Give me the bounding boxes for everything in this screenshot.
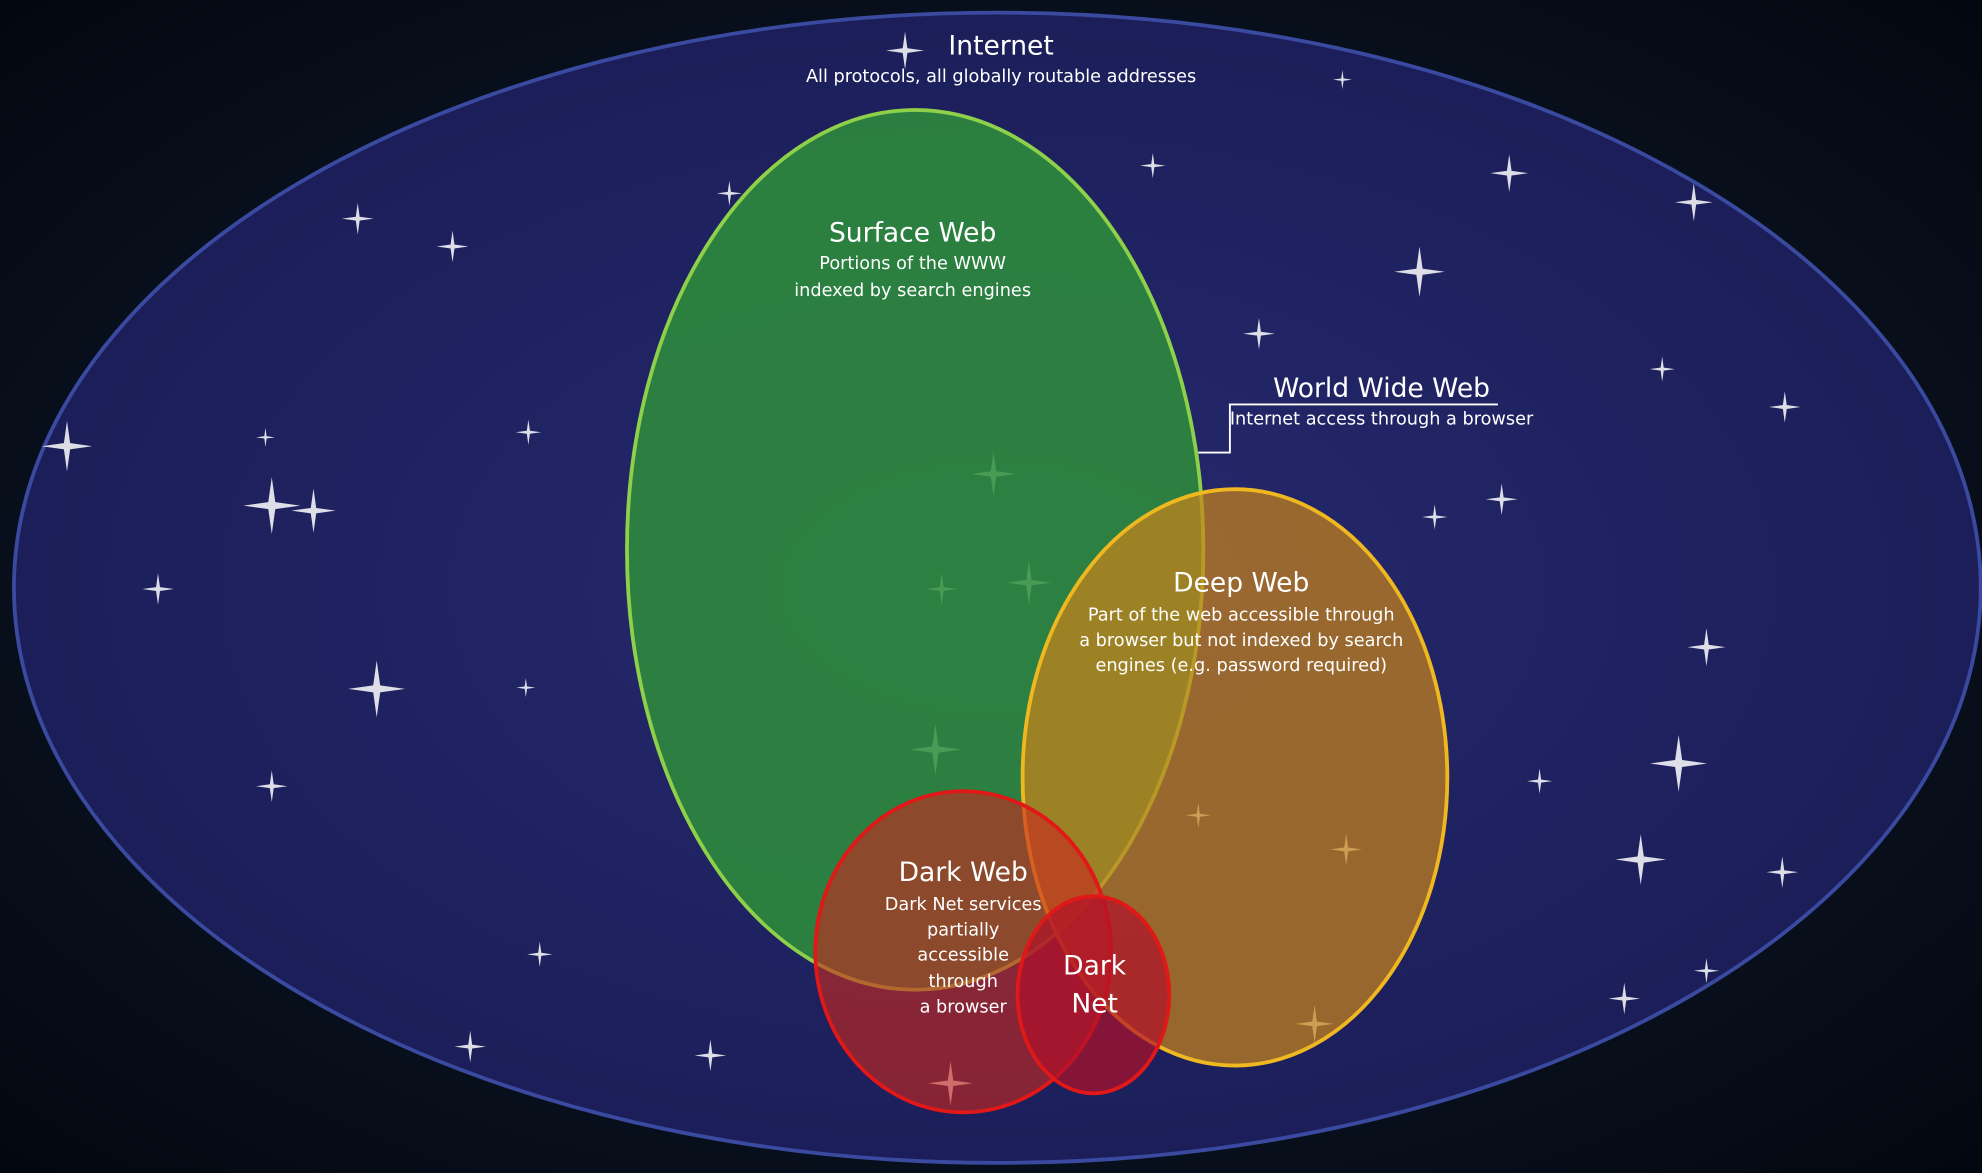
- star: [1140, 152, 1166, 179]
- dark-web-description: a browser: [920, 997, 1008, 1017]
- star: [341, 202, 374, 235]
- star: [1650, 735, 1708, 792]
- star: [1766, 856, 1799, 888]
- star: [1674, 183, 1713, 222]
- surface-web-description: Portions of the WWW: [819, 254, 1006, 274]
- internet-description: All protocols, all globally routable add…: [806, 67, 1196, 87]
- star: [886, 31, 925, 70]
- star: [255, 427, 275, 447]
- star: [1615, 834, 1666, 885]
- surface-web-description: indexed by search engines: [794, 281, 1031, 301]
- star: [243, 477, 301, 535]
- dark-web-description: partially: [927, 920, 999, 940]
- dark-web-title: Dark Web: [899, 857, 1028, 888]
- dark-net-title: Net: [1071, 988, 1118, 1019]
- star: [1526, 768, 1553, 794]
- star: [255, 770, 288, 803]
- star: [1332, 70, 1352, 90]
- star: [515, 419, 542, 445]
- star: [716, 180, 742, 207]
- star: [1649, 356, 1675, 382]
- star: [1422, 504, 1448, 530]
- star: [1394, 246, 1445, 298]
- star: [41, 420, 93, 472]
- star: [1608, 982, 1641, 1015]
- star: [1768, 391, 1801, 423]
- www-description: Internet access through a browser: [1230, 410, 1534, 430]
- star: [516, 678, 536, 698]
- deep-web-title: Deep Web: [1173, 568, 1309, 599]
- star: [291, 488, 336, 533]
- dark-net-ellipse: [1015, 894, 1172, 1096]
- star: [527, 941, 553, 967]
- star: [142, 573, 174, 605]
- star: [1693, 958, 1720, 984]
- dark-web-description: through: [928, 972, 998, 992]
- dark-web-description: Dark Net services: [885, 895, 1042, 915]
- star: [454, 1030, 487, 1063]
- star: [436, 230, 469, 263]
- star: [1490, 154, 1529, 193]
- surface-web-title: Surface Web: [829, 217, 996, 248]
- star: [1687, 628, 1726, 667]
- www-title: World Wide Web: [1273, 373, 1490, 404]
- star: [694, 1039, 727, 1072]
- deep-web-description: Part of the web accessible through: [1088, 606, 1395, 626]
- deep-web-description: engines (e.g. password required): [1095, 656, 1387, 676]
- deep-web-description: a browser but not indexed by search: [1079, 631, 1403, 651]
- star: [1485, 483, 1518, 516]
- dark-net-title: Dark: [1063, 951, 1127, 982]
- internet-title: Internet: [948, 30, 1053, 61]
- dark-web-description: accessible: [917, 946, 1009, 966]
- star: [348, 660, 406, 718]
- star: [1243, 317, 1275, 350]
- www-callout: [1198, 403, 1498, 454]
